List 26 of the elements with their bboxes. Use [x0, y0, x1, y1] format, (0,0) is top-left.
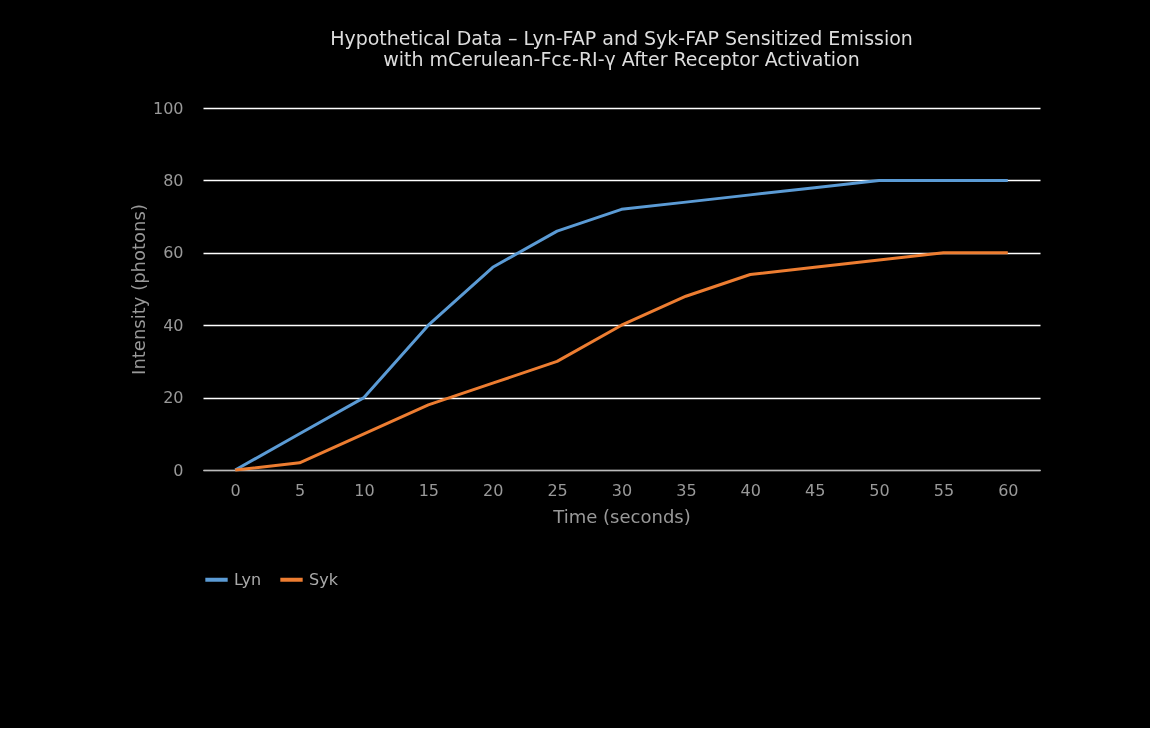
- x-tick-label: 50: [869, 480, 890, 500]
- legend-label: Lyn: [234, 569, 262, 589]
- text: with mCerulean-Fcε-RI-γ After Receptor Activation: [383, 48, 860, 70]
- x-tick-label: 15: [418, 480, 440, 500]
- x-tick-label: 5: [294, 480, 306, 500]
- x-tick-label: 30: [611, 480, 633, 500]
- x-tick-label: 0: [230, 480, 241, 500]
- x-axis-title: Time (seconds): [552, 505, 691, 527]
- x-tick-label: 25: [547, 480, 568, 500]
- x-tick-label: 20: [483, 480, 504, 500]
- y-axis-title: Intensity (photons): [127, 204, 149, 375]
- y-tick-label: 20: [163, 388, 184, 408]
- legend-label: Syk: [309, 569, 339, 589]
- x-tick-label: 40: [740, 480, 761, 500]
- text: Hypothetical Data – Lyn-FAP and Syk-FAP Sensitized Emission: [330, 27, 913, 49]
- x-tick-label: 35: [676, 480, 697, 500]
- x-tick-label: 45: [804, 480, 826, 500]
- y-tick-label: 40: [163, 315, 184, 335]
- y-tick-label: 80: [163, 170, 184, 190]
- y-tick-label: 60: [163, 243, 184, 263]
- y-tick-label: 100: [152, 98, 184, 118]
- x-tick-label: 10: [354, 480, 375, 500]
- y-tick-label: 0: [173, 460, 184, 480]
- line-series: [233, 251, 1010, 472]
- x-tick-label: 55: [933, 480, 955, 500]
- x-tick-label: 60: [998, 480, 1019, 500]
